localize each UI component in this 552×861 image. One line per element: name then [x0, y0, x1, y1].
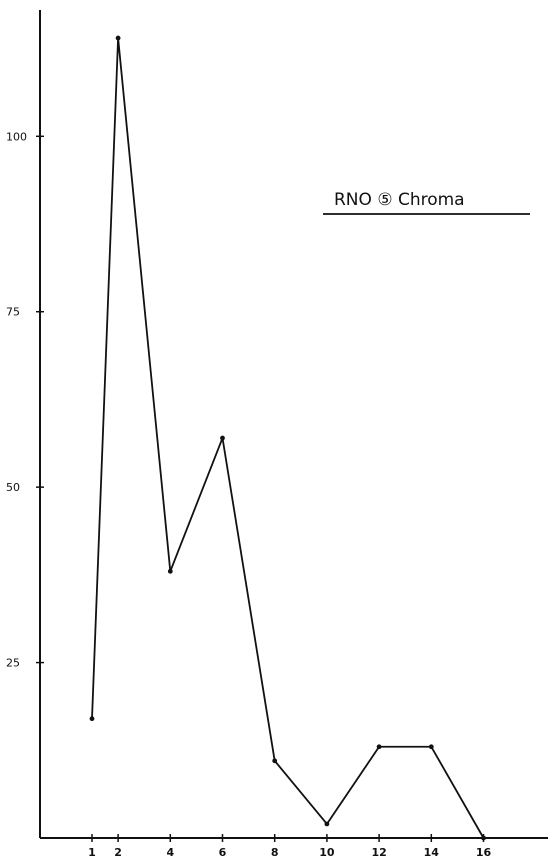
x-tick-label: 1	[88, 846, 96, 859]
series-layer	[89, 35, 486, 841]
data-point	[115, 35, 121, 41]
data-point	[220, 435, 225, 441]
x-ticks: 1 2 4 6 8 10 12 14 16	[88, 834, 491, 859]
data-point	[428, 744, 434, 750]
y-tick-label: 50	[6, 481, 20, 494]
x-tick-label: 16	[476, 846, 492, 859]
x-tick-label: 8	[271, 846, 279, 859]
y-tick-label: 100	[6, 130, 27, 143]
chart-title: RNO ⑤ Chroma	[334, 190, 465, 210]
data-point	[376, 744, 382, 750]
data-point	[167, 568, 173, 574]
x-tick-label: 14	[424, 846, 440, 859]
y-tick-label: 25	[6, 657, 20, 670]
x-tick-label: 12	[371, 846, 386, 859]
series-line	[91, 37, 485, 839]
axes	[39, 10, 548, 839]
y-tick-label: 75	[6, 306, 20, 319]
x-tick-label: 10	[319, 846, 335, 859]
x-tick-label: 2	[114, 846, 122, 859]
data-point	[272, 758, 278, 764]
x-tick-label: 6	[219, 846, 227, 859]
y-ticks: 25 50 75 100	[6, 130, 44, 670]
data-point	[481, 835, 486, 841]
chart-title-group: RNO ⑤ Chroma	[323, 190, 530, 215]
data-point	[89, 716, 95, 722]
x-tick-label: 4	[166, 846, 174, 859]
data-point	[324, 821, 330, 827]
